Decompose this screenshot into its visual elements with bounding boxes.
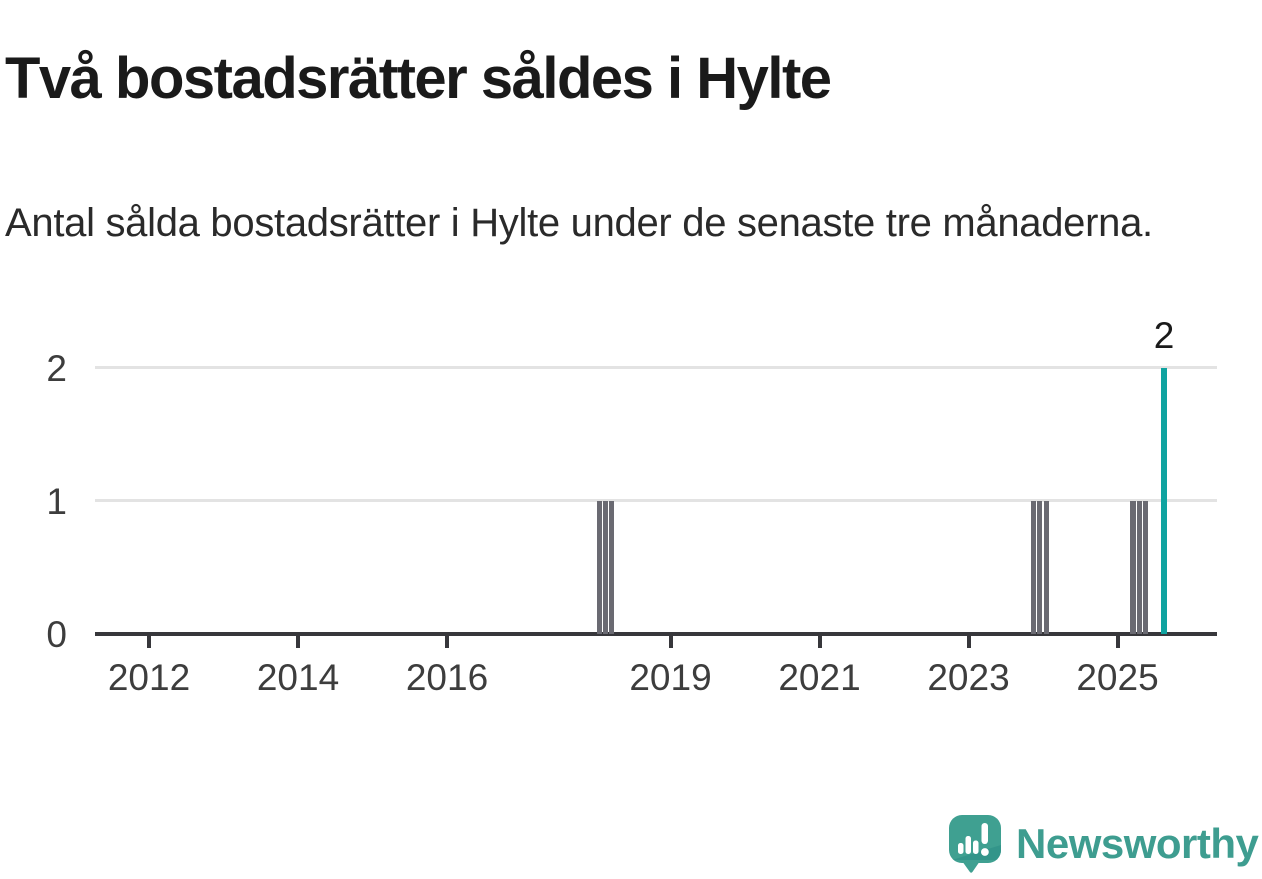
x-axis-label-2019: 2019 <box>629 657 712 698</box>
newsworthy-logo[interactable]: Newsworthy <box>946 812 1259 876</box>
x-axis-label-2025: 2025 <box>1076 657 1159 698</box>
y-axis-label-1: 1 <box>46 481 67 522</box>
gridline-y2 <box>95 366 1217 369</box>
x-axis-label-2021: 2021 <box>778 657 861 698</box>
newsworthy-logo-text: Newsworthy <box>1016 820 1259 867</box>
newsworthy-speech-bubble-chart-icon <box>949 815 1001 873</box>
x-axis-tick-2012 <box>147 636 151 648</box>
bar-2018-02 <box>602 501 608 634</box>
bar-2018-03 <box>608 501 615 634</box>
y-axis-label-0: 0 <box>46 614 67 655</box>
x-axis-label-2012: 2012 <box>107 657 191 698</box>
x-axis-line <box>95 632 1217 636</box>
bar-2018-01 <box>596 501 602 634</box>
chart-subtitle: Antal sålda bostadsrätter i Hylte under … <box>5 201 1153 245</box>
bar-2025-03 <box>1130 501 1136 634</box>
chart-title: Två bostadsrätter såldes i Hylte <box>5 45 832 111</box>
y-axis-label-2: 2 <box>46 348 67 389</box>
x-axis-label-2014: 2014 <box>256 657 340 698</box>
x-axis-tick-2014 <box>296 636 300 648</box>
bar-2025-05 <box>1142 501 1149 634</box>
x-axis-label-2016: 2016 <box>405 657 489 698</box>
x-axis-tick-2025 <box>1115 636 1120 648</box>
bar-2023-11 <box>1031 501 1037 634</box>
bar-2025-08 <box>1161 368 1168 634</box>
bar-2023-12 <box>1037 501 1043 634</box>
x-axis-tick-2023 <box>966 636 971 648</box>
bar-value-label: 2 <box>1153 315 1175 356</box>
x-axis-tick-2019 <box>668 636 673 648</box>
gridline-y1 <box>95 499 1217 502</box>
x-axis-label-2023: 2023 <box>927 657 1010 698</box>
x-axis-tick-2021 <box>817 636 822 648</box>
bar-2025-04 <box>1136 501 1142 634</box>
x-axis-tick-2016 <box>445 636 449 648</box>
bar-2024-01 <box>1043 501 1049 634</box>
